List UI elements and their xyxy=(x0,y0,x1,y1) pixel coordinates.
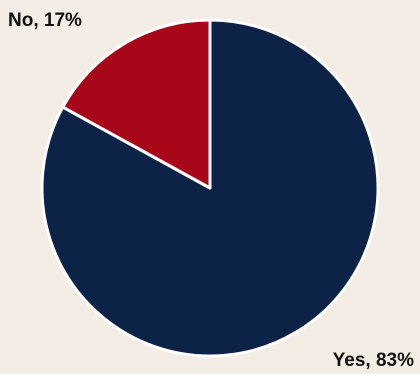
pie-slice-no xyxy=(61,18,212,190)
pie-slices xyxy=(40,18,380,358)
slice-label-no: No, 17% xyxy=(8,10,82,31)
pie-slice-yes xyxy=(40,18,380,358)
slice-label-yes: Yes, 83% xyxy=(333,350,414,371)
